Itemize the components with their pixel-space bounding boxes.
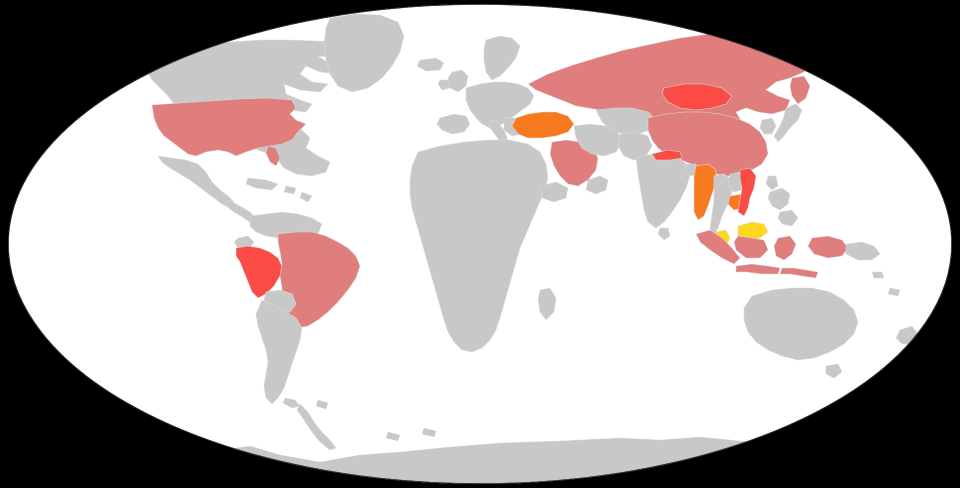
country-yemen-oman xyxy=(585,175,609,195)
us-florida xyxy=(265,145,281,167)
country-mongolia xyxy=(661,83,733,111)
country-indonesia-papua xyxy=(807,235,849,259)
country-nepal xyxy=(651,149,683,161)
country-scandinavia xyxy=(483,35,521,81)
pacific-islands xyxy=(871,271,901,297)
country-indonesia-sulawesi xyxy=(773,235,797,261)
country-turkey xyxy=(511,111,575,139)
europe-mainland xyxy=(465,81,535,129)
country-sri-lanka xyxy=(657,227,671,241)
country-indonesia-kalimantan xyxy=(733,235,769,259)
country-taiwan xyxy=(765,175,779,191)
country-iceland xyxy=(416,57,445,72)
country-greenland xyxy=(323,13,405,93)
country-iran-iraq xyxy=(573,123,623,157)
country-indonesia-lesser-sunda xyxy=(779,267,819,279)
country-brazil xyxy=(277,231,361,329)
country-australia xyxy=(743,287,859,361)
antarctic-islands xyxy=(282,397,437,442)
landmasses-group xyxy=(8,4,952,484)
africa-horn xyxy=(539,181,569,203)
caribbean-islands xyxy=(245,177,313,203)
antarctic-peninsula xyxy=(296,403,337,451)
country-argentina-chile xyxy=(255,299,303,405)
continent-africa xyxy=(409,139,549,353)
country-indonesia-java xyxy=(735,263,781,275)
country-peru xyxy=(235,245,283,299)
country-united-states xyxy=(151,97,307,157)
country-spain-portugal xyxy=(436,113,471,135)
country-vietnam xyxy=(737,167,757,217)
country-papua-new-guinea xyxy=(845,241,881,261)
country-madagascar xyxy=(537,287,557,321)
country-japan xyxy=(773,103,803,143)
country-indonesia-sumatra xyxy=(695,229,741,265)
country-tasmania xyxy=(825,363,843,379)
country-myanmar xyxy=(693,163,717,221)
country-philippines xyxy=(767,187,799,227)
country-uk-ireland xyxy=(437,69,469,93)
russia-kamchatka xyxy=(789,75,811,105)
country-koreas xyxy=(759,117,777,135)
